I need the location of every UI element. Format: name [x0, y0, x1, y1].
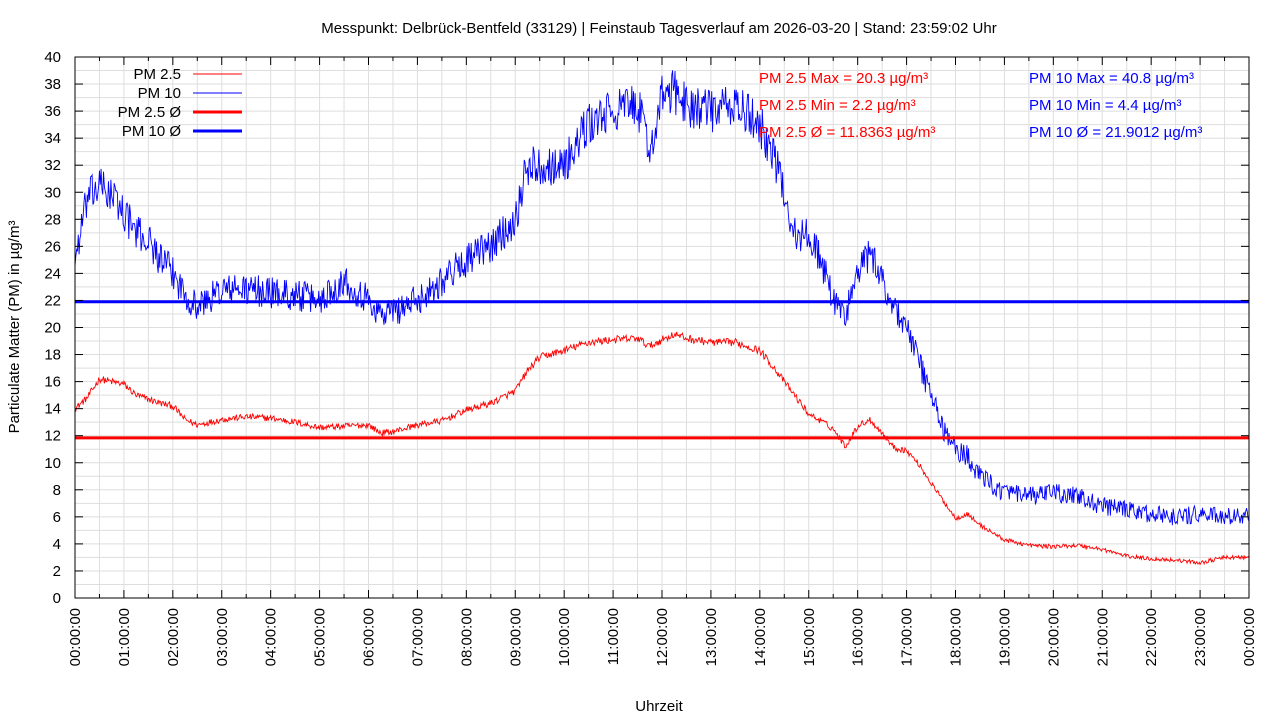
chart-title: Messpunkt: Delbrück-Bentfeld (33129) | F…: [321, 20, 996, 37]
legend-label: PM 10 Ø: [122, 123, 182, 140]
x-tick-label: 17:00:00: [899, 608, 916, 666]
legend: PM 2.5 PM 10 PM 2.5 Ø PM 10 Ø: [118, 66, 242, 140]
y-tick-label: 34: [44, 130, 61, 147]
x-tick-label: 09:00:00: [507, 608, 524, 666]
x-tick-label: 23:00:00: [1192, 608, 1209, 666]
x-tick-label: 12:00:00: [654, 608, 671, 666]
y-tick-label: 24: [44, 265, 61, 282]
x-tick-label: 11:00:00: [605, 608, 622, 665]
legend-label: PM 10: [138, 85, 181, 102]
y-tick-label: 4: [53, 536, 61, 553]
y-tick-label: 2: [53, 563, 61, 580]
x-tick-label: 16:00:00: [850, 608, 867, 666]
x-tick-label: 03:00:00: [214, 608, 231, 666]
series-line-0: [74, 331, 1250, 566]
stats-pm10: PM 10 Max = 40.8 µg/m³ PM 10 Min = 4.4 µg…: [1029, 70, 1202, 141]
stat-pm10: PM 10 Min = 4.4 µg/m³: [1029, 97, 1181, 114]
x-axis-label: Uhrzeit: [635, 698, 683, 715]
y-tick-label: 26: [44, 238, 61, 255]
stat-pm10: PM 10 Max = 40.8 µg/m³: [1029, 70, 1194, 87]
y-tick-label: 16: [44, 374, 61, 391]
y-tick-label: 10: [44, 455, 61, 472]
x-tick-label: 06:00:00: [361, 608, 378, 666]
y-tick-label: 32: [44, 157, 61, 174]
stat-pm25: PM 2.5 Ø = 11.8363 µg/m³: [759, 124, 935, 141]
stat-pm10: PM 10 Ø = 21.9012 µg/m³: [1029, 124, 1202, 141]
y-tick-label: 22: [44, 292, 61, 309]
legend-label: PM 2.5 Ø: [118, 104, 182, 121]
x-tick-label: 10:00:00: [556, 608, 573, 666]
y-tick-label: 8: [53, 482, 61, 499]
stats-pm25: PM 2.5 Max = 20.3 µg/m³ PM 2.5 Min = 2.2 …: [759, 70, 935, 141]
x-tick-label: 13:00:00: [703, 608, 720, 666]
stat-pm25: PM 2.5 Max = 20.3 µg/m³: [759, 70, 928, 87]
x-tick-label: 08:00:00: [458, 608, 475, 666]
y-tick-label: 28: [44, 211, 61, 228]
x-tick-label: 21:00:00: [1094, 608, 1111, 666]
x-tick-label: 20:00:00: [1045, 608, 1062, 666]
average-lines: [75, 300, 1249, 440]
x-tick-label: 15:00:00: [801, 608, 818, 666]
x-tick-label: 07:00:00: [409, 608, 426, 666]
y-tick-label: 0: [53, 590, 61, 607]
y-tick-label: 36: [44, 103, 61, 120]
x-tick-label: 18:00:00: [948, 608, 965, 666]
y-tick-label: 30: [44, 184, 61, 201]
x-axis: 00:00:00 01:00:00 02:00:00 03:00:00 04:00:00…: [67, 57, 1258, 666]
x-tick-label: 05:00:00: [312, 608, 329, 666]
x-tick-label: 00:00:00: [67, 608, 84, 666]
legend-label: PM 2.5: [133, 66, 181, 83]
x-tick-label: 19:00:00: [996, 608, 1013, 666]
y-axis-label: Particulate Matter (PM) in µg/m³: [6, 221, 23, 434]
y-tick-label: 20: [44, 320, 61, 337]
x-tick-label: 01:00:00: [116, 608, 133, 666]
y-tick-label: 12: [44, 428, 61, 445]
y-tick-label: 18: [44, 347, 61, 364]
y-tick-label: 6: [53, 509, 61, 526]
y-tick-label: 38: [44, 76, 61, 93]
x-tick-label: 22:00:00: [1143, 608, 1160, 666]
x-tick-label: 14:00:00: [752, 608, 769, 666]
x-tick-label: 00:00:00: [1241, 608, 1258, 666]
y-tick-label: 40: [44, 49, 61, 66]
x-tick-label: 04:00:00: [263, 608, 280, 666]
stat-pm25: PM 2.5 Min = 2.2 µg/m³: [759, 97, 916, 114]
y-tick-label: 14: [44, 401, 61, 418]
x-tick-label: 02:00:00: [165, 608, 182, 666]
